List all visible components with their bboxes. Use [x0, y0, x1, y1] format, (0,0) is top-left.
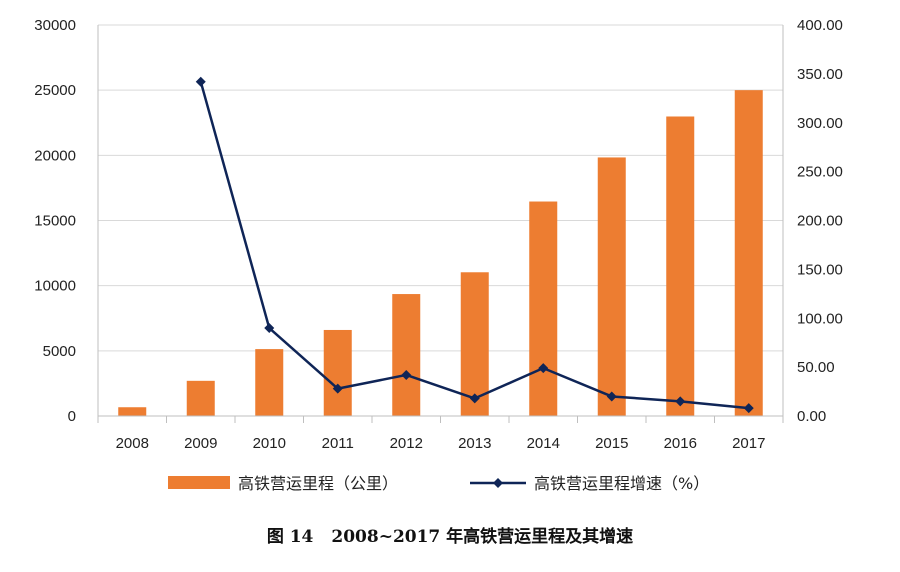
right-tick-label: 250.00 — [797, 164, 843, 181]
combo-chart: 0 5000 10000 15000 20000 25000 30000 0.00 50.00… — [34, 17, 843, 493]
x-tick-label: 2009 — [184, 435, 217, 452]
line-point — [469, 393, 480, 404]
bar — [529, 201, 558, 416]
x-tick-label: 2017 — [732, 435, 765, 452]
bar — [392, 294, 421, 416]
right-tick-label: 200.00 — [797, 213, 843, 230]
x-tick-label: 2015 — [595, 435, 628, 452]
left-tick-label: 0 — [68, 408, 76, 425]
right-tick-label: 350.00 — [797, 66, 843, 83]
x-tick-label: 2013 — [458, 435, 491, 452]
line-point — [195, 76, 206, 87]
left-axis-ticks: 0 5000 10000 15000 20000 25000 30000 — [34, 17, 76, 425]
legend-line-marker — [493, 478, 503, 488]
bar — [118, 407, 147, 416]
right-tick-label: 150.00 — [797, 261, 843, 278]
right-tick-label: 400.00 — [797, 17, 843, 34]
line-point — [743, 403, 754, 414]
right-tick-label: 100.00 — [797, 310, 843, 327]
legend-line-label: 高铁营运里程增速（%） — [534, 474, 709, 493]
left-tick-label: 10000 — [34, 278, 76, 295]
line-point — [401, 369, 412, 380]
legend: 高铁营运里程（公里） 高铁营运里程增速（%） — [168, 474, 709, 493]
left-tick-label: 30000 — [34, 17, 76, 34]
bar — [597, 157, 626, 416]
bar — [666, 116, 695, 416]
bar — [323, 329, 352, 416]
x-tick-label: 2014 — [527, 435, 560, 452]
line-series — [195, 76, 754, 414]
figure-caption: 图 14 2008~2017 年高铁营运里程及其增速 — [0, 522, 900, 547]
x-tick-label: 2012 — [390, 435, 423, 452]
x-tick-label: 2010 — [253, 435, 286, 452]
bar — [460, 272, 489, 416]
caption-label: 图 14 — [266, 527, 314, 547]
axes — [97, 25, 784, 423]
x-tick-label: 2008 — [116, 435, 149, 452]
legend-bar-swatch — [168, 476, 230, 489]
line-point — [538, 363, 549, 374]
left-tick-label: 5000 — [43, 343, 76, 360]
right-tick-label: 50.00 — [797, 359, 835, 376]
line-point — [606, 391, 617, 402]
line-point — [675, 396, 686, 407]
bar — [255, 349, 284, 416]
right-tick-label: 300.00 — [797, 115, 843, 132]
x-tick-label: 2011 — [322, 435, 354, 452]
left-tick-label: 20000 — [34, 147, 76, 164]
right-axis-ticks: 0.00 50.00 100.00 150.00 200.00 250.00 300.00 3… — [797, 17, 843, 425]
x-tick-label: 2016 — [664, 435, 697, 452]
bar — [186, 380, 215, 416]
left-tick-label: 25000 — [34, 82, 76, 99]
left-tick-label: 15000 — [34, 213, 76, 230]
legend-bar-label: 高铁营运里程（公里） — [238, 474, 398, 493]
line-point — [332, 383, 343, 394]
bar-series — [118, 90, 763, 417]
right-tick-label: 0.00 — [797, 408, 826, 425]
x-axis-ticks: 2008 2009 2010 2011 2012 2013 2014 2015 2016 2017 — [116, 435, 766, 452]
caption-text: 2008~2017 年高铁营运里程及其增速 — [331, 527, 634, 547]
bar — [734, 90, 763, 417]
line-point — [264, 323, 275, 334]
